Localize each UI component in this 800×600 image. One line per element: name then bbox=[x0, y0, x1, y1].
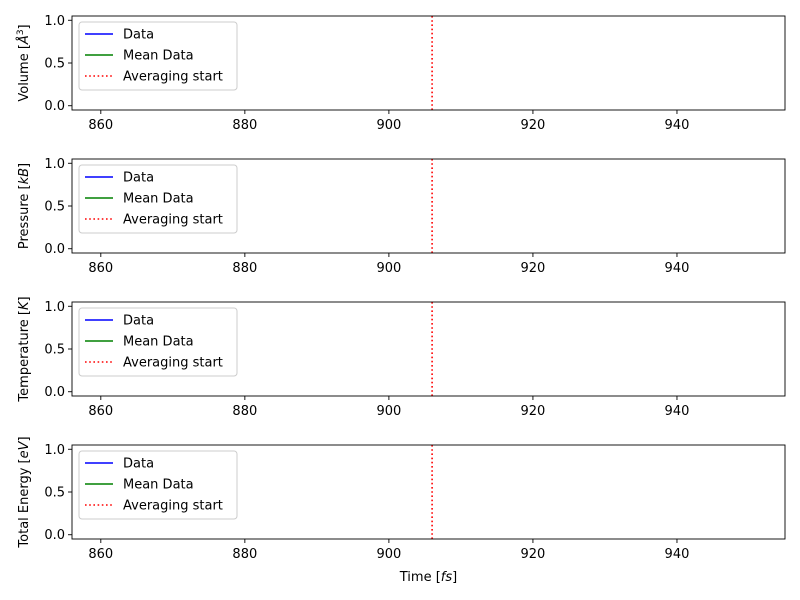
y-tick-label: 1.0 bbox=[44, 300, 65, 315]
x-tick-label: 900 bbox=[376, 118, 401, 133]
x-tick-label: 860 bbox=[88, 404, 113, 419]
legend-label: Averaging start bbox=[123, 70, 223, 85]
legend-label: Data bbox=[123, 457, 154, 472]
legend-label: Mean Data bbox=[123, 335, 194, 350]
x-tick-label: 880 bbox=[232, 118, 257, 133]
legend: Data Mean Data Averaging start bbox=[78, 307, 238, 377]
legend-label: Averaging start bbox=[123, 213, 223, 228]
x-tick-label: 940 bbox=[665, 404, 690, 419]
x-tick-label: 900 bbox=[376, 261, 401, 276]
y-tick-label: 0.0 bbox=[44, 242, 65, 257]
y-tick-label: 0.0 bbox=[44, 99, 65, 114]
y-tick-label: 0.5 bbox=[44, 486, 65, 501]
x-tick-label: 920 bbox=[521, 547, 546, 562]
y-tick-label: 0.5 bbox=[44, 200, 65, 215]
y-axis-label: Volume [Å3] bbox=[16, 24, 32, 101]
x-tick-label: 880 bbox=[232, 547, 257, 562]
x-tick-label: 860 bbox=[88, 261, 113, 276]
x-tick-label: 920 bbox=[521, 118, 546, 133]
subplot-3: 860 880 900 920 940 0.0 0.5 1.0 Temperature [K] D… bbox=[17, 296, 786, 419]
legend-label: Mean Data bbox=[123, 192, 194, 207]
x-tick-label: 920 bbox=[521, 404, 546, 419]
legend-label: Mean Data bbox=[123, 49, 194, 64]
x-tick-label: 940 bbox=[665, 547, 690, 562]
x-tick-label: 880 bbox=[232, 404, 257, 419]
x-tick-label: 900 bbox=[376, 404, 401, 419]
legend-label: Data bbox=[123, 314, 154, 329]
y-axis-label: Pressure [kB] bbox=[17, 163, 32, 249]
subplot-4: 860 880 900 920 940 0.0 0.5 1.0 Total Energy [eV… bbox=[17, 436, 786, 585]
y-axis-label: Total Energy [eV] bbox=[17, 436, 32, 548]
subplot-2: 860 880 900 920 940 0.0 0.5 1.0 Pressure [kB] Dat… bbox=[17, 157, 786, 276]
y-tick-label: 1.0 bbox=[44, 14, 65, 29]
legend-box bbox=[78, 164, 238, 234]
y-tick-label: 0.5 bbox=[44, 343, 65, 358]
legend-label: Mean Data bbox=[123, 478, 194, 493]
legend-label: Averaging start bbox=[123, 356, 223, 371]
y-tick-label: 1.0 bbox=[44, 157, 65, 172]
x-tick-label: 900 bbox=[376, 547, 401, 562]
y-tick-label: 0.5 bbox=[44, 57, 65, 72]
x-tick-label: 920 bbox=[521, 261, 546, 276]
legend-label: Averaging start bbox=[123, 499, 223, 514]
y-tick-label: 1.0 bbox=[44, 443, 65, 458]
legend: Data Mean Data Averaging start bbox=[78, 450, 238, 520]
x-tick-label: 880 bbox=[232, 261, 257, 276]
y-tick-label: 0.0 bbox=[44, 528, 65, 543]
legend-label: Data bbox=[123, 28, 154, 43]
y-axis-label: Temperature [K] bbox=[17, 296, 32, 402]
legend-box bbox=[78, 21, 238, 91]
legend-box bbox=[78, 307, 238, 377]
x-tick-label: 940 bbox=[665, 261, 690, 276]
x-tick-label: 940 bbox=[665, 118, 690, 133]
y-tick-label: 0.0 bbox=[44, 385, 65, 400]
legend: Data Mean Data Averaging start bbox=[78, 21, 238, 91]
x-tick-label: 860 bbox=[88, 547, 113, 562]
subplot-1: 860 880 900 920 940 0.0 0.5 1.0 Volume [Å3] Data M… bbox=[16, 14, 786, 133]
legend: Data Mean Data Averaging start bbox=[78, 164, 238, 234]
x-axis-label: Time [fs] bbox=[399, 570, 457, 585]
legend-box bbox=[78, 450, 238, 520]
x-tick-label: 860 bbox=[88, 118, 113, 133]
legend-label: Data bbox=[123, 171, 154, 186]
